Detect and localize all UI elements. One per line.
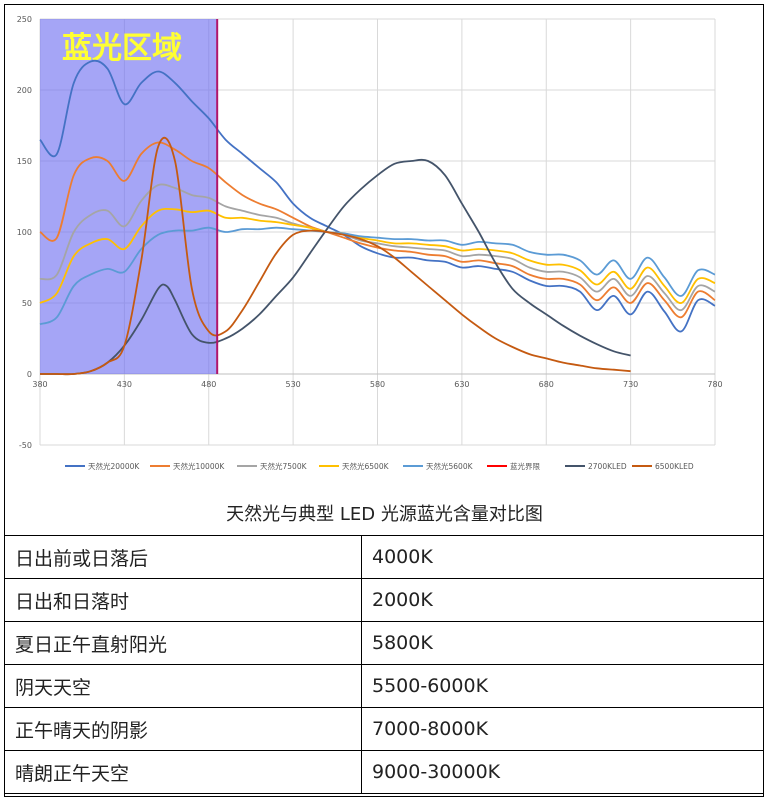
series-line-2	[39, 183, 716, 312]
y-tick-label: 250	[17, 15, 32, 24]
x-tick-label: 780	[707, 380, 722, 389]
y-tick-label: 0	[27, 370, 32, 379]
blue-light-region	[40, 19, 218, 374]
color-temperature-cell: 7000-8000K	[361, 707, 764, 751]
y-tick-label: 100	[17, 228, 32, 237]
legend-label: 天然光6500K	[342, 461, 390, 471]
light-condition-cell: 正午晴天的阴影	[4, 707, 362, 751]
color-temperature-cell: 2000K	[361, 578, 764, 622]
color-temperature-cell: 5500-6000K	[361, 664, 764, 708]
legend-item: 天然光7500K	[237, 461, 308, 471]
x-tick-label: 680	[539, 380, 554, 389]
legend-item: 天然光5600K	[403, 461, 474, 471]
light-condition-cell: 阴天天空	[4, 664, 362, 708]
x-tick-label: 480	[201, 380, 216, 389]
light-condition-cell: 日出前或日落后	[4, 535, 362, 579]
blue-light-region-label: 蓝光区域	[62, 31, 182, 66]
color-temperature-cell: 5800K	[361, 621, 764, 665]
legend-label: 6500KLED	[655, 462, 694, 471]
table-row: 晴朗正午天空 9000-30000K	[4, 750, 764, 794]
light-condition-cell: 夏日正午直射阳光	[4, 621, 362, 665]
legend-label: 2700KLED	[588, 462, 627, 471]
chart-caption: 天然光与典型 LED 光源蓝光含量对比图	[226, 504, 543, 525]
chart-legend: 天然光20000K 天然光10000K 天然光7500K 天然光6500K 天然光560…	[65, 461, 694, 471]
series-line-3	[39, 207, 716, 304]
legend-label: 天然光5600K	[426, 461, 474, 471]
legend-label: 蓝光界限	[510, 461, 540, 471]
x-tick-label: 380	[32, 380, 47, 389]
series-line-6	[40, 158, 631, 376]
legend-label: 天然光10000K	[173, 461, 225, 471]
series-line-7	[40, 136, 631, 376]
axis-ticks: 380 430 480 530 580 630 680 730 780 -50 0 50 100 150 2…	[17, 15, 723, 450]
chart-series	[39, 59, 716, 376]
series-line-0	[39, 59, 716, 333]
legend-label: 天然光7500K	[260, 461, 308, 471]
legend-item: 6500KLED	[632, 462, 694, 471]
color-temperature-cell: 9000-30000K	[361, 750, 764, 794]
x-tick-label: 580	[370, 380, 385, 389]
x-tick-label: 730	[623, 380, 638, 389]
x-tick-label: 630	[454, 380, 469, 389]
series-line-1	[39, 141, 716, 319]
y-tick-label: 150	[17, 157, 32, 166]
table-row: 日出前或日落后 4000K	[4, 535, 764, 579]
table-row: 正午晴天的阴影 7000-8000K	[4, 707, 764, 751]
legend-item: 2700KLED	[565, 462, 627, 471]
spectrum-chart: 蓝光区域 380 430 480 530 580 630 680 730 780 -50 0 50 10…	[17, 15, 723, 471]
table-row: 日出和日落时 2000K	[4, 578, 764, 622]
table-row: 夏日正午直射阳光 5800K	[4, 621, 764, 665]
legend-item: 蓝光界限	[487, 461, 540, 471]
y-tick-label: 50	[22, 299, 32, 308]
series-line-4	[39, 226, 716, 326]
y-tick-label: 200	[17, 86, 32, 95]
x-tick-label: 530	[285, 380, 300, 389]
light-condition-cell: 晴朗正午天空	[4, 750, 362, 794]
legend-label: 天然光20000K	[88, 461, 140, 471]
color-temperature-cell: 4000K	[361, 535, 764, 579]
table-row: 阴天天空 5500-6000K	[4, 664, 764, 708]
legend-item: 天然光6500K	[319, 461, 390, 471]
light-condition-cell: 日出和日落时	[4, 578, 362, 622]
legend-item: 天然光10000K	[150, 461, 225, 471]
y-tick-label: -50	[19, 441, 32, 450]
x-tick-label: 430	[117, 380, 132, 389]
legend-item: 天然光20000K	[65, 461, 140, 471]
color-temperature-table: 日出前或日落后 4000K 日出和日落时 2000K 夏日正午直射阳光 5800K 阴天天空…	[4, 535, 764, 794]
